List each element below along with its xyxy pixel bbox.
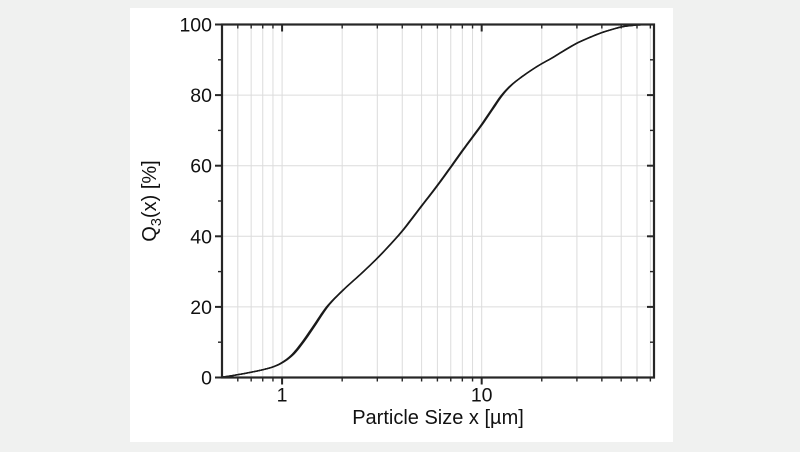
y-axis-title-part: 3 xyxy=(149,218,165,226)
y-tick-label: 60 xyxy=(190,156,212,178)
distribution-curve-3 xyxy=(222,24,654,378)
distribution-curve-2 xyxy=(222,24,654,378)
x-tick-label: 10 xyxy=(471,385,493,407)
y-tick-label: 80 xyxy=(190,85,212,107)
x-tick-label: 1 xyxy=(277,385,288,407)
y-tick-label: 100 xyxy=(179,15,212,37)
curves-group xyxy=(222,24,654,378)
plot-border xyxy=(220,23,656,379)
distribution-curve-1 xyxy=(222,24,654,378)
grid-group xyxy=(222,24,654,378)
y-tick-label: 0 xyxy=(201,368,212,390)
chart-panel xyxy=(130,8,673,442)
y-axis-title-part: Q xyxy=(139,226,161,242)
ticks-group xyxy=(215,23,654,385)
x-axis-title: Particle Size x [µm] xyxy=(352,407,524,429)
y-axis-title: Q3(x) [%] xyxy=(139,160,165,241)
y-tick-label: 20 xyxy=(190,297,212,319)
tick-labels-group: 0 20 40 60 80 100 1 10 xyxy=(179,15,492,407)
y-tick-label: 40 xyxy=(190,226,212,248)
y-axis-title-part: (x) [%] xyxy=(139,160,161,218)
